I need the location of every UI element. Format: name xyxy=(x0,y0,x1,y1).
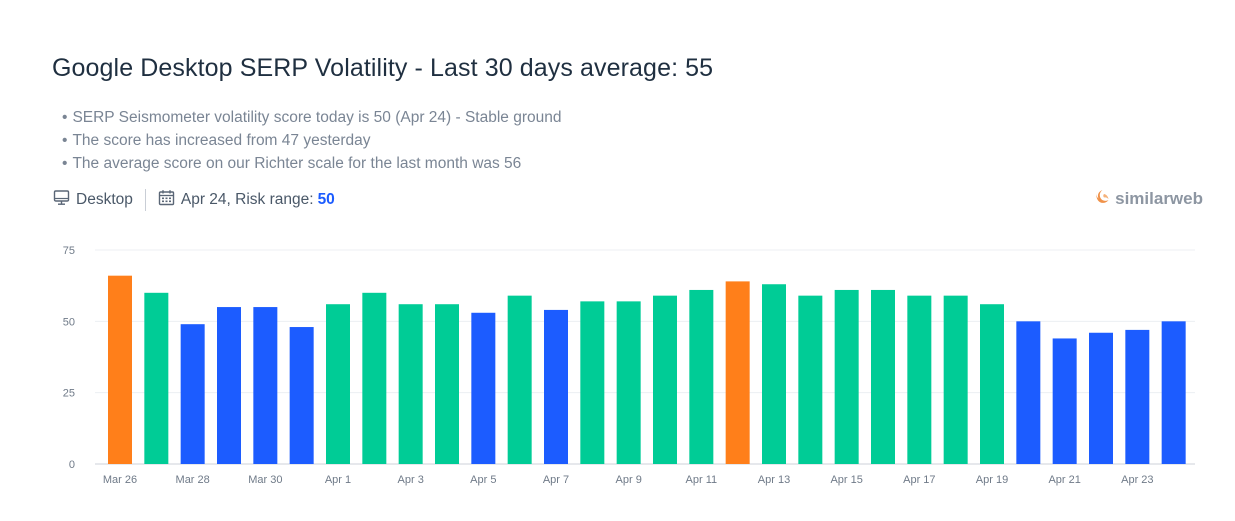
x-tick-label: Apr 7 xyxy=(543,474,569,486)
x-tick-label: Apr 21 xyxy=(1048,474,1080,486)
y-axis-ticks: 0 25 50 75 xyxy=(63,245,75,471)
bar-apr-8[interactable] xyxy=(580,301,605,464)
bar-apr-14[interactable] xyxy=(798,295,823,464)
meta-divider xyxy=(144,189,146,211)
bar-mar-28[interactable] xyxy=(180,324,205,464)
bar-apr-9[interactable] xyxy=(616,301,641,464)
bar-apr-6[interactable] xyxy=(507,295,532,464)
x-axis-ticks: Mar 26 Mar 28 Mar 30 Apr 1 Apr 3 Apr 5 Apr 7 Ap… xyxy=(103,474,1154,486)
bar-apr-22[interactable] xyxy=(1089,332,1113,464)
y-tick-label: 75 xyxy=(63,245,75,257)
x-tick-label: Apr 9 xyxy=(616,474,642,486)
summary-item: The average score on our Richter scale f… xyxy=(62,152,561,175)
bar-apr-16[interactable] xyxy=(871,289,895,464)
bar-apr-21[interactable] xyxy=(1052,338,1077,464)
bar-apr-19[interactable] xyxy=(980,304,1004,464)
x-tick-label: Apr 23 xyxy=(1121,474,1153,486)
bar-apr-20[interactable] xyxy=(1016,321,1041,464)
chart-bars xyxy=(108,275,1186,464)
bar-apr-2[interactable] xyxy=(362,292,387,464)
bar-mar-29[interactable] xyxy=(217,307,241,464)
risk-range-value: 50 xyxy=(317,191,335,208)
bar-mar-26[interactable] xyxy=(108,275,132,464)
x-tick-label: Apr 13 xyxy=(758,474,790,486)
summary-item: SERP Seismometer volatility score today … xyxy=(62,106,561,129)
calendar-icon xyxy=(158,189,175,211)
bar-apr-23[interactable] xyxy=(1125,329,1150,464)
bar-mar-30[interactable] xyxy=(253,307,278,464)
bar-mar-31[interactable] xyxy=(289,327,314,464)
bar-apr-10[interactable] xyxy=(653,295,677,464)
y-tick-label: 25 xyxy=(63,388,75,400)
bar-mar-27[interactable] xyxy=(144,292,169,464)
date-label[interactable]: Apr 24, Risk range: xyxy=(180,191,314,208)
x-tick-label: Apr 19 xyxy=(976,474,1008,486)
y-tick-label: 50 xyxy=(63,316,75,328)
bar-apr-12[interactable] xyxy=(725,281,750,464)
summary-item: The score has increased from 47 yesterda… xyxy=(62,129,561,152)
bar-apr-13[interactable] xyxy=(762,284,786,464)
bar-apr-4[interactable] xyxy=(435,304,459,464)
bar-apr-1[interactable] xyxy=(326,304,350,464)
device-label[interactable]: Desktop xyxy=(76,191,133,208)
brand-logo: similarweb xyxy=(1095,189,1203,209)
x-tick-label: Apr 3 xyxy=(398,474,424,486)
x-tick-label: Apr 17 xyxy=(903,474,935,486)
volatility-bar-chart: 0 25 50 75 Mar 26 Mar 28 Mar 30 Apr 1 Apr 3 Apr … xyxy=(63,245,1195,486)
x-tick-label: Apr 15 xyxy=(830,474,862,486)
bar-apr-3[interactable] xyxy=(398,304,423,464)
summary-list: SERP Seismometer volatility score today … xyxy=(62,106,561,175)
brand-name: similarweb xyxy=(1115,189,1203,208)
page-title: Google Desktop SERP Volatility - Last 30… xyxy=(52,54,714,82)
x-tick-label: Apr 5 xyxy=(470,474,496,486)
bar-apr-11[interactable] xyxy=(689,289,714,464)
x-tick-label: Mar 28 xyxy=(176,474,210,486)
bar-apr-5[interactable] xyxy=(471,312,496,464)
bar-apr-15[interactable] xyxy=(834,289,859,464)
chart-gridlines xyxy=(95,249,1195,465)
chart-meta-bar: Desktop Apr 24, Risk range: 50 xyxy=(53,189,335,211)
monitor-icon xyxy=(53,189,70,211)
x-tick-label: Mar 26 xyxy=(103,474,137,486)
bar-apr-18[interactable] xyxy=(943,295,968,464)
x-tick-label: Apr 11 xyxy=(686,474,718,486)
x-tick-label: Mar 30 xyxy=(248,474,282,486)
similarweb-logo-icon xyxy=(1095,189,1110,209)
x-tick-label: Apr 1 xyxy=(325,474,351,486)
bar-apr-17[interactable] xyxy=(907,295,932,464)
bar-apr-7[interactable] xyxy=(544,309,568,464)
y-tick-label: 0 xyxy=(69,459,75,471)
bar-apr-24[interactable] xyxy=(1161,321,1186,464)
